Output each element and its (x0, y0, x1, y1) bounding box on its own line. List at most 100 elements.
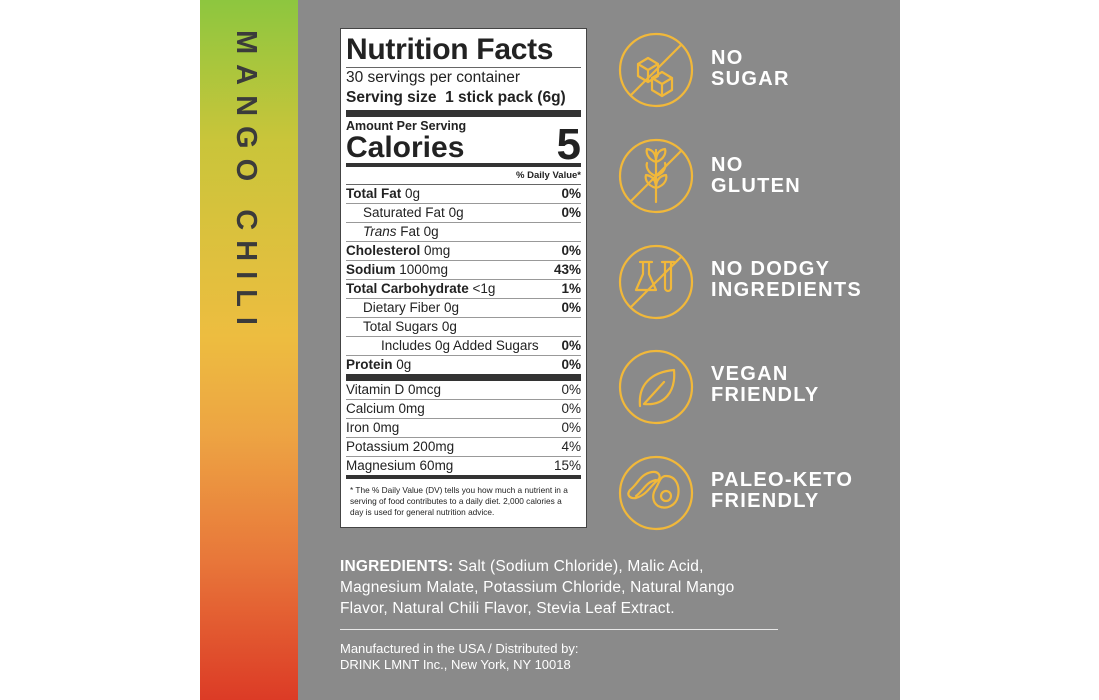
label-text: 0mg (398, 401, 425, 416)
label-text: Trans (363, 224, 397, 239)
label-text: Calcium (346, 401, 395, 416)
shape: Magnesium 60mg (346, 457, 453, 475)
label-text: 0g (405, 186, 421, 201)
shape: Calcium 0mg 0% (346, 400, 581, 419)
serving-size: Serving size 1 stick pack (6g) (346, 88, 581, 108)
label-text: FRIENDLY (711, 384, 820, 406)
label-text: Saturated Fat (363, 205, 445, 220)
shape: Cholesterol 0mg (346, 242, 450, 260)
shape (618, 455, 694, 531)
dv-header: % Daily Value* (346, 167, 581, 185)
calories-value: 5 (556, 120, 581, 169)
shape: Saturated Fat 0g (346, 204, 464, 222)
manufacturer: Manufactured in the USA / Distributed by… (340, 641, 578, 673)
shape: Total Fat 0g (346, 185, 420, 203)
label-text: 0% (561, 205, 581, 220)
icon-gluten (618, 138, 694, 214)
shape: Magnesium 60mg 15% (346, 457, 581, 475)
label-text: FRIENDLY (711, 490, 820, 512)
separator (340, 629, 778, 630)
shape (629, 43, 683, 97)
shape: Potassium 200mg 4% (346, 438, 581, 457)
manufacturer-line: Manufactured in the USA / Distributed by… (340, 641, 579, 656)
label-text: 0% (561, 243, 581, 258)
badge: NO DODGY INGREDIENTS (711, 259, 862, 301)
shape: Sodium 1000mg (346, 261, 448, 279)
label-text: Dietary Fiber (363, 300, 441, 315)
icon-ingredients (618, 244, 694, 320)
label-text: 60mg (419, 458, 454, 473)
badge: NO GLUTEN (711, 155, 801, 197)
label-text: 200mg (412, 439, 455, 454)
shape: Cholesterol 0mg 0% (346, 242, 581, 261)
label-text: PALEO-KETO (711, 469, 854, 491)
shape: Includes 0g Added Sugars 0% (346, 337, 581, 356)
label-text: <1g (472, 281, 496, 296)
flavor-strip (200, 0, 298, 700)
label-text: Total Fat (346, 186, 402, 201)
label-text: NO (711, 154, 744, 176)
shape: Iron 0mg 0% (346, 419, 581, 438)
label-text: 0% (561, 338, 581, 353)
ingredients-label: INGREDIENTS: (340, 558, 454, 575)
shape: Protein 0g 0% (346, 356, 581, 374)
label-text: 0g (444, 300, 460, 315)
icon-vegan (618, 349, 694, 425)
ingredients-text: Salt (Sodium Chloride), Malic Acid, Magn… (340, 558, 735, 617)
divider (346, 374, 581, 381)
flavor-name: MANGO CHILI (230, 30, 262, 335)
shape (650, 70, 674, 98)
footnote: * The % Daily Value (DV) tells you how m… (350, 485, 568, 517)
shape: Protein 0g (346, 356, 411, 374)
label-text: 0% (561, 420, 581, 435)
label-text: NO (711, 47, 744, 69)
shape: Trans Fat 0g (346, 223, 581, 242)
label-text: 15% (553, 458, 581, 473)
shape (618, 349, 694, 425)
shape (618, 32, 694, 108)
label-text: Fat (400, 224, 420, 239)
label-text: Potassium (346, 439, 410, 454)
shape: Total Sugars 0g (346, 318, 457, 336)
badge-icons (618, 32, 694, 531)
label-text: 4% (561, 439, 581, 454)
shape (618, 138, 694, 214)
label-text: 0g (441, 319, 457, 334)
label-text: 1000mg (399, 262, 449, 277)
shape: Dietary Fiber 0g 0% (346, 299, 581, 318)
label-text: 0mg (373, 420, 400, 435)
label-text: Total Carbohydrate (346, 281, 469, 296)
label-text: 0% (561, 401, 581, 416)
badge: PALEO-KETO FRIENDLY (711, 470, 853, 512)
divider (346, 475, 581, 479)
shape: Iron 0mg (346, 419, 399, 437)
label-text: 0g (423, 224, 439, 239)
label-text: 0% (561, 186, 581, 201)
label-text: 0mcg (408, 382, 442, 397)
label-text: 0mg (424, 243, 451, 258)
label-text: 0% (561, 300, 581, 315)
amount-per-serving: Amount Per Serving (346, 119, 467, 133)
label-text: VEGAN (711, 363, 789, 385)
label-text: Cholesterol (346, 243, 421, 258)
shape: Sodium 1000mg 43% (346, 261, 581, 280)
label-text: Magnesium (346, 458, 416, 473)
shape (652, 474, 680, 509)
label-text: 0g (448, 205, 464, 220)
shape: Dietary Fiber 0g (346, 299, 459, 317)
shape (634, 260, 676, 293)
label-text: 0% (561, 382, 581, 397)
shape: Total Fat 0g 0% (346, 185, 581, 204)
label-text: 0g (396, 357, 412, 372)
calories: Calories 5 (346, 123, 581, 167)
shape: Total Carbohydrate <1g 1% (346, 280, 581, 299)
ingredients: INGREDIENTS: Salt (Sodium Chloride), Mal… (340, 556, 785, 619)
shape: Calcium 0mg (346, 400, 425, 418)
shape: Vitamin D 0mcg 0% (346, 381, 581, 400)
divider (346, 163, 581, 167)
shape: Total Sugars 0g (346, 318, 581, 337)
label-text: 43% (553, 262, 581, 277)
divider (346, 110, 581, 117)
serving-size-label: Serving size (346, 89, 437, 106)
